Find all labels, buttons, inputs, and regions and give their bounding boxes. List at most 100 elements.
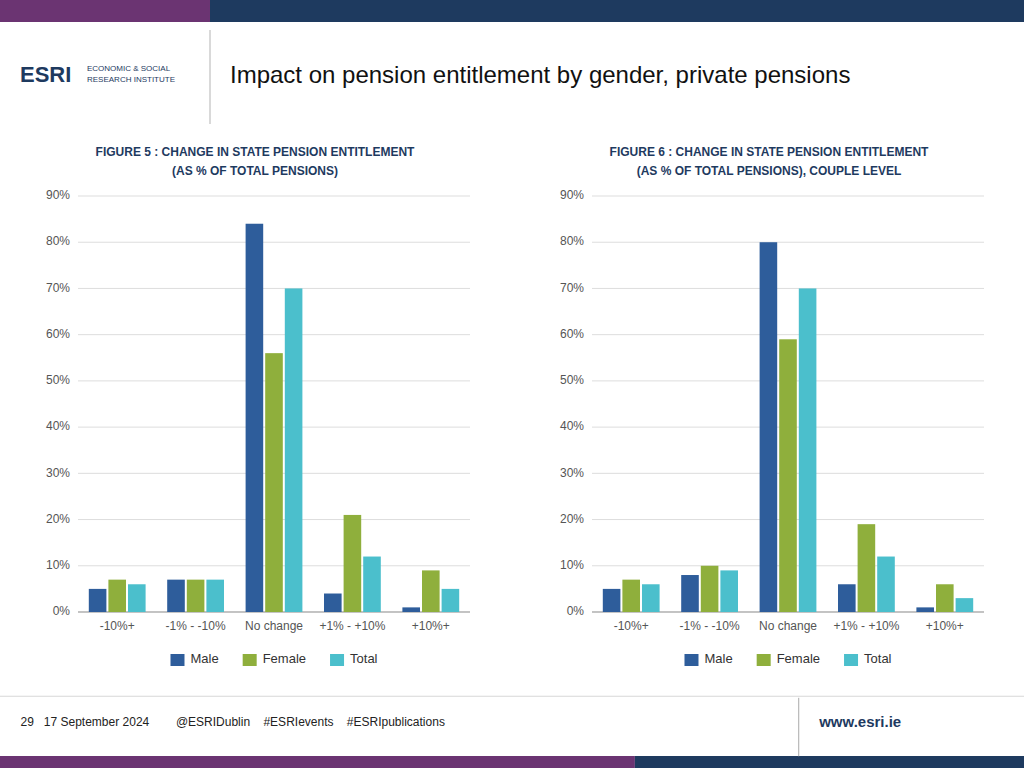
y-tick-label: 20% — [46, 512, 70, 526]
legend-item: Male — [170, 651, 218, 666]
y-tick-label: 70% — [46, 281, 70, 295]
bar — [324, 594, 342, 612]
legend: Male Female Total — [170, 651, 377, 666]
y-tick-label: 60% — [46, 327, 70, 341]
legend-item: Female — [757, 651, 820, 666]
y-tick-label: 0% — [567, 604, 585, 618]
bar — [779, 339, 797, 612]
chart: FIGURE 5 : CHANGE IN STATE PENSION ENTIT… — [46, 145, 470, 666]
y-tick-label: 40% — [560, 419, 584, 433]
bar — [603, 589, 621, 612]
chart: FIGURE 6 : CHANGE IN STATE PENSION ENTIT… — [560, 145, 984, 666]
bar — [681, 575, 699, 612]
header-strip — [210, 0, 1024, 22]
bar — [422, 570, 440, 612]
bar — [265, 353, 283, 612]
x-tick-label: -10%+ — [100, 619, 135, 633]
bar — [206, 580, 224, 612]
y-tick-label: 50% — [46, 373, 70, 387]
header-divider — [209, 30, 211, 124]
bar — [344, 515, 362, 612]
legend: Male Female Total — [684, 651, 891, 666]
legend-item: Male — [684, 651, 732, 666]
bar — [799, 288, 817, 612]
bar — [622, 580, 640, 612]
y-tick-label: 80% — [560, 234, 584, 248]
y-tick-label: 80% — [46, 234, 70, 248]
bar — [642, 584, 660, 612]
bar — [701, 566, 719, 612]
logo-subtext-line: ECONOMIC & SOCIAL — [87, 64, 171, 73]
bar — [285, 288, 303, 612]
bar — [916, 607, 934, 612]
grid-line — [78, 288, 470, 289]
bar — [108, 580, 126, 612]
y-tick-label: 10% — [560, 558, 584, 572]
bar — [936, 584, 954, 612]
background — [0, 0, 1024, 768]
legend-swatch — [170, 654, 184, 666]
bars — [603, 242, 973, 612]
y-tick-label: 30% — [560, 466, 584, 480]
y-tick-label: 60% — [560, 327, 584, 341]
y-tick-label: 90% — [560, 188, 584, 202]
bar — [760, 242, 778, 612]
header-strip — [0, 0, 210, 22]
bar — [720, 570, 738, 612]
x-tick-label: +10%+ — [412, 619, 450, 633]
legend-item: Total — [844, 651, 892, 666]
footer-separator — [798, 698, 799, 757]
x-tick-label: +1% - +10% — [833, 619, 899, 633]
logo-text: ESRI — [20, 62, 71, 87]
y-tick-label: 50% — [560, 373, 584, 387]
grid-line — [78, 334, 470, 335]
x-tick-label: -10%+ — [614, 619, 649, 633]
chart-subtitle: (AS % OF TOTAL PENSIONS) — [172, 164, 338, 178]
legend-label: Female — [263, 651, 306, 666]
bar — [956, 598, 974, 612]
x-tick-label: -1% - -10% — [680, 619, 740, 633]
legend-item: Total — [330, 651, 378, 666]
bar — [402, 607, 420, 612]
footer-text: 29 17 September 2024 @ESRIDublin #ESRIev… — [20, 715, 444, 729]
legend-label: Male — [190, 651, 218, 666]
main-title: Impact on pension entitlement by gender,… — [230, 61, 850, 88]
x-tick-label: -1% - -10% — [166, 619, 226, 633]
y-tick-label: 20% — [560, 512, 584, 526]
page: ESRI ECONOMIC & SOCIAL RESEARCH INSTITUTE I… — [0, 0, 1024, 768]
logo-subtext-line: RESEARCH INSTITUTE — [87, 75, 175, 84]
bar — [838, 584, 856, 612]
grid-line — [592, 334, 984, 335]
legend-label: Total — [350, 651, 378, 666]
chart-title: FIGURE 6 : CHANGE IN STATE PENSION ENTIT… — [610, 145, 930, 159]
chart-title: FIGURE 5 : CHANGE IN STATE PENSION ENTIT… — [96, 145, 416, 159]
y-tick-label: 40% — [46, 419, 70, 433]
bar — [89, 589, 107, 612]
bar — [877, 557, 895, 612]
y-tick-label: 10% — [46, 558, 70, 572]
legend-swatch — [844, 654, 858, 666]
legend-label: Male — [704, 651, 732, 666]
logo-subtext: ECONOMIC & SOCIAL RESEARCH INSTITUTE — [87, 64, 175, 84]
legend-swatch — [330, 654, 344, 666]
legend-item: Female — [243, 651, 306, 666]
x-tick-label: No change — [245, 619, 303, 633]
grid-line — [592, 288, 984, 289]
grid-line — [78, 242, 470, 243]
footer-divider — [0, 696, 1024, 697]
x-tick-label: +10%+ — [926, 619, 964, 633]
bar — [858, 524, 876, 612]
y-tick-label: 90% — [46, 188, 70, 202]
footer-bar — [0, 756, 635, 768]
grid-line — [78, 196, 470, 197]
legend-swatch — [243, 654, 257, 666]
bar — [442, 589, 460, 612]
bar — [363, 557, 381, 612]
footer-bar — [635, 756, 1024, 768]
legend-label: Total — [864, 651, 892, 666]
grid-line — [592, 242, 984, 243]
bars — [89, 224, 459, 612]
x-tick-label: No change — [759, 619, 817, 633]
bar — [167, 580, 185, 612]
chart-subtitle: (AS % OF TOTAL PENSIONS), COUPLE LEVEL — [637, 164, 902, 178]
